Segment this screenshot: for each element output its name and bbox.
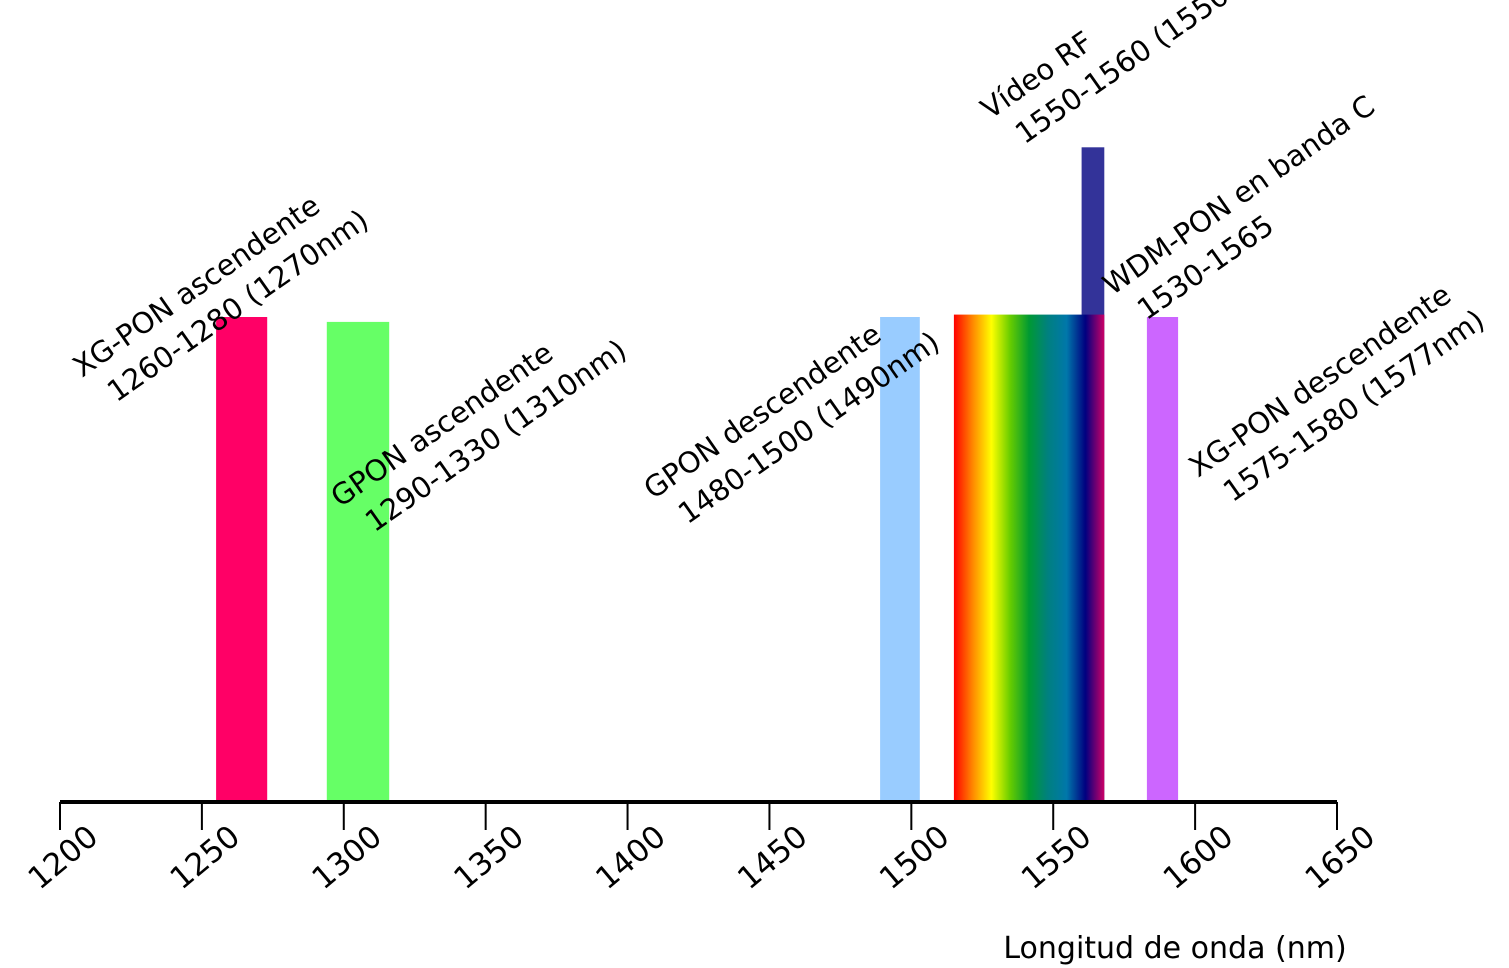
x-tick-label: 1400 <box>589 819 673 897</box>
band-bar-xgpon-down <box>1146 317 1179 802</box>
x-tick-label: 1550 <box>1015 819 1099 897</box>
x-tick-label: 1250 <box>163 819 247 897</box>
band-bar-gpon-up <box>326 321 390 802</box>
x-tick-label: 1350 <box>447 819 531 897</box>
band-label-name: WDM-PON en banda C <box>1097 88 1381 301</box>
x-tick-labels: 1200 1250 1300 1350 1400 1450 1500 1550 1600 1650 <box>22 819 1383 897</box>
x-tick-label: 1300 <box>305 819 389 897</box>
band-bars <box>216 147 1179 803</box>
x-tick-label: 1450 <box>731 819 815 897</box>
x-tick-label: 1650 <box>1299 819 1383 897</box>
x-tick-label: 1500 <box>873 819 957 897</box>
x-axis-title: Longitud de onda (nm) <box>1003 931 1346 966</box>
x-tick-label: 1600 <box>1157 819 1241 897</box>
band-bar-xgpon-up <box>216 317 268 802</box>
band-bar-wdm-pon <box>953 314 1105 802</box>
x-axis <box>59 800 1338 830</box>
x-tick-label: 1200 <box>22 819 106 897</box>
band-bar-gpon-down <box>880 317 920 802</box>
